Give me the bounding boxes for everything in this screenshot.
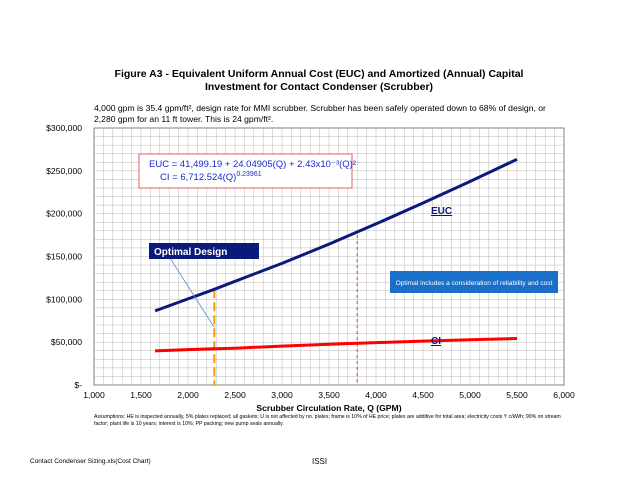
design-note: 4,000 gpm is 35.4 gpm/ft², design rate f…: [94, 103, 546, 124]
x-tick-label: 5,500: [506, 390, 528, 400]
euc-series-label: EUC: [431, 206, 452, 217]
x-tick-label: 3,000: [271, 390, 293, 400]
x-tick-label: 4,000: [365, 390, 387, 400]
reliability-note-box: [390, 271, 558, 293]
equation-ci-exponent: 0.23961: [236, 171, 261, 178]
assumptions-text: Assumptions: HE is inspected annually, 5…: [94, 414, 561, 427]
x-tick-label: 1,500: [130, 390, 152, 400]
y-tick-label: $250,000: [46, 166, 82, 176]
x-axis-label: Scrubber Circulation Rate, Q (GPM): [256, 403, 401, 413]
x-tick-label: 1,000: [83, 390, 105, 400]
y-tick-label: $-: [74, 380, 82, 390]
reference-lines: [213, 235, 358, 385]
x-tick-label: 6,000: [553, 390, 575, 400]
equation-box: [138, 153, 353, 189]
optimal-design-label: Optimal Design: [154, 247, 227, 258]
footer-filename: Contact Condenser Sizing.xls(Cost Chart): [30, 458, 151, 465]
axes: $- $50,000 $100,000 $150,000 $200,000 $250,00…: [46, 123, 575, 400]
euc-series-line: [154, 157, 518, 313]
y-tick-label: $300,000: [46, 123, 82, 133]
y-tick-label: $50,000: [51, 337, 82, 347]
y-tick-label: $200,000: [46, 209, 82, 219]
ci-series-label: CI: [431, 336, 441, 347]
x-tick-label: 2,000: [177, 390, 199, 400]
optimal-pointer-line: [169, 257, 215, 328]
y-tick-label: $100,000: [46, 294, 82, 304]
series-group: [154, 157, 518, 353]
x-tick-label: 5,000: [459, 390, 481, 400]
equation-ci: CI = 6,712.524(Q)0.23961: [160, 171, 262, 183]
x-tick-label: 4,500: [412, 390, 434, 400]
ci-series-line: [155, 337, 518, 353]
y-tick-label: $150,000: [46, 252, 82, 262]
footer-company: ISSI: [312, 457, 328, 466]
x-tick-label: 2,500: [224, 390, 246, 400]
reliability-note-text: Optimal includes a consideration of reli…: [396, 280, 553, 287]
equation-euc: EUC = 41,499.19 + 24.04905(Q) + 2.43x10⁻…: [149, 159, 356, 170]
x-tick-label: 3,500: [318, 390, 340, 400]
chart-title-line1: Figure A3 - Equivalent Uniform Annual Co…: [114, 68, 524, 80]
chart-title-line2: Investment for Contact Condenser (Scrubb…: [204, 81, 434, 93]
optimal-design-box: [149, 243, 259, 259]
equation-ci-base: CI = 6,712.524(Q): [160, 172, 236, 183]
